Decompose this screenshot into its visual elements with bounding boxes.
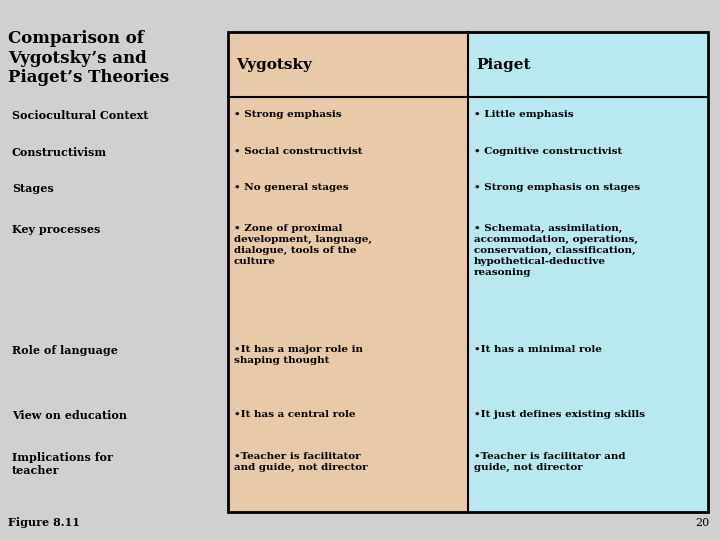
Text: 20: 20 — [696, 518, 710, 528]
Text: •It has a central role: •It has a central role — [234, 410, 356, 419]
Bar — [228, 32, 468, 512]
Text: Key processes: Key processes — [12, 224, 100, 235]
Bar — [228, 32, 708, 512]
Text: Stages: Stages — [12, 183, 54, 194]
Text: •It has a minimal role: •It has a minimal role — [474, 345, 602, 354]
Text: • Strong emphasis: • Strong emphasis — [234, 110, 341, 119]
Text: View on education: View on education — [12, 410, 127, 421]
Text: Comparison of
Vygotsky’s and
Piaget’s Theories: Comparison of Vygotsky’s and Piaget’s Th… — [8, 30, 169, 86]
Text: • No general stages: • No general stages — [234, 183, 348, 192]
Text: Sociocultural Context: Sociocultural Context — [12, 110, 148, 121]
Text: •It just defines existing skills: •It just defines existing skills — [474, 410, 645, 419]
Text: •Teacher is facilitator
and guide, not director: •Teacher is facilitator and guide, not d… — [234, 452, 368, 472]
Text: • Cognitive constructivist: • Cognitive constructivist — [474, 147, 622, 156]
Text: Figure 8.11: Figure 8.11 — [8, 517, 80, 528]
Text: • Zone of proximal
development, language,
dialogue, tools of the
culture: • Zone of proximal development, language… — [234, 224, 372, 266]
Text: Implications for
teacher: Implications for teacher — [12, 452, 113, 476]
Text: • Strong emphasis on stages: • Strong emphasis on stages — [474, 183, 640, 192]
Text: Vygotsky: Vygotsky — [236, 57, 312, 71]
Text: Piaget: Piaget — [476, 57, 531, 71]
Text: • Social constructivist: • Social constructivist — [234, 147, 362, 156]
Bar — [468, 32, 708, 512]
Text: Constructivism: Constructivism — [12, 147, 107, 158]
Text: • Schemata, assimilation,
accommodation, operations,
conservation, classificatio: • Schemata, assimilation, accommodation,… — [474, 224, 638, 278]
Text: •Teacher is facilitator and
guide, not director: •Teacher is facilitator and guide, not d… — [474, 452, 626, 472]
Text: •It has a major role in
shaping thought: •It has a major role in shaping thought — [234, 345, 363, 365]
Text: • Little emphasis: • Little emphasis — [474, 110, 574, 119]
Text: Role of language: Role of language — [12, 345, 118, 356]
